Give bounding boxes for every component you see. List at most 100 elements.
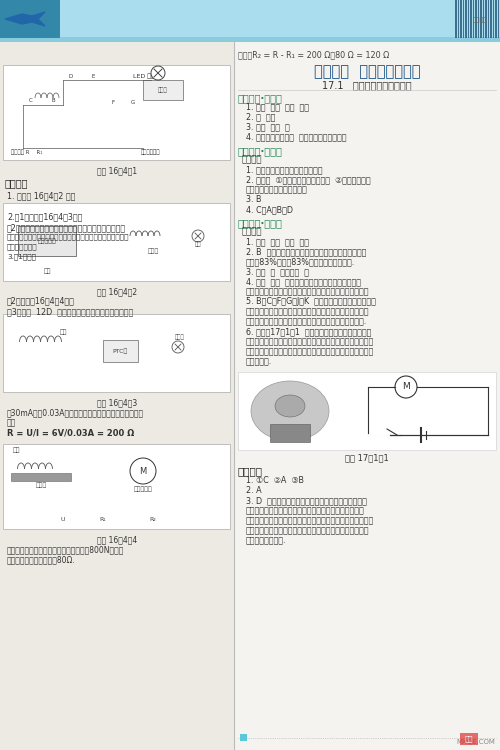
Text: R₂: R₂ [150,517,156,522]
Text: 2.（1）如答图16－4－3所示: 2.（1）如答图16－4－3所示 [7,212,82,221]
Text: 2. B  解析：电动机工作主要是将电能转化为机械能，: 2. B 解析：电动机工作主要是将电能转化为机械能， [246,247,366,256]
Bar [3,65,230,160]
Text: 光敏电阻 R    R₁: 光敏电阻 R R₁ [11,149,42,155]
Text: 能力展示: 能力展示 [238,466,263,476]
Bar [240,734,247,741]
Text: 4. 电流  路体  解析：电动机发生故障的原因很多，: 4. 电流 路体 解析：电动机发生故障的原因很多， [246,277,361,286]
Polygon shape [5,12,45,26]
Bar [3,444,230,529]
Text: 效率为83%，就是83%的电能转化为机械能.: 效率为83%，就是83%的电能转化为机械能. [246,257,355,266]
Text: D: D [69,74,73,80]
Bar [3,314,230,392]
Text: 以而保护电动机及改变其转速，因此滑滑变变阻器与电动机之: 以而保护电动机及改变其转速，因此滑滑变变阻器与电动机之 [246,347,374,356]
Text: 3. D  解析：改变电流强度及改变磁场强度，只能改变: 3. D 解析：改变电流强度及改变磁场强度，只能改变 [246,496,367,506]
Bar [103,340,138,362]
Circle shape [130,458,156,484]
Text: 太阳能电池板: 太阳能电池板 [141,149,161,155]
Text: 阻为: 阻为 [7,418,16,427]
Bar [143,80,183,100]
Text: 答图 16－4－4: 答图 16－4－4 [97,535,137,544]
Text: 答图 17－1－1: 答图 17－1－1 [345,453,389,462]
Text: 第十七章  电动机与发电机: 第十七章 电动机与发电机 [314,64,420,79]
Text: 方向有关，改变这两个因素中的任何一个因素改变时，电动机: 方向有关，改变这两个因素中的任何一个因素改变时，电动机 [246,517,374,526]
Text: 3. 磁体  力  运动状态  力: 3. 磁体 力 运动状态 力 [246,267,309,276]
Text: 1. 转子  定子  线圈  磁体: 1. 转子 定子 线圈 磁体 [246,103,309,112]
Text: E: E [92,74,94,80]
Text: C: C [29,98,33,103]
Text: 2. 电  机械: 2. 电 机械 [246,112,276,122]
Bar [234,42,500,750]
Text: 的转动方向就会随之改变；若同时改变这两个因素，转速的: 的转动方向就会随之改变；若同时改变这两个因素，转速的 [246,526,370,536]
Text: （3）增强  12D  解析：电磁道道器电路中的电流大小: （3）增强 12D 解析：电磁道道器电路中的电流大小 [7,307,133,316]
Text: 电源: 电源 [13,448,20,453]
Bar [238,372,496,450]
Text: 3. B: 3. B [246,195,262,204]
Bar [0,37,500,42]
Text: 答图 16－4－3: 答图 16－4－3 [97,398,137,407]
Text: 可能是电源与接线接触不良导致无电流通过，电动机就往往: 可能是电源与接线接触不良导致无电流通过，电动机就往往 [246,287,370,296]
Text: 导轨: 导轨 [60,329,67,335]
Bar [270,424,310,442]
Bar [468,0,469,38]
Text: 17.1   关于电动机转动的猜想: 17.1 关于电动机转动的猜想 [322,80,412,90]
Bar [0,42,234,750]
Bar [498,0,499,38]
Bar [475,0,476,38]
Text: 合作探究·新课堂: 合作探究·新课堂 [238,146,283,156]
Text: 课堂练习: 课堂练习 [242,155,262,164]
Text: 课时达标: 课时达标 [242,228,262,237]
Text: 4. 转子上的一组线圈  一组线圈中的一个线圈: 4. 转子上的一组线圈 一组线圈中的一个线圈 [246,133,346,142]
Bar [458,0,459,38]
Text: M: M [402,382,410,392]
Text: 答图 16－4－1: 答图 16－4－1 [97,166,137,175]
Text: 1. 如答图 16－4－2 所示: 1. 如答图 16－4－2 所示 [7,191,75,200]
Bar [488,0,489,38]
Ellipse shape [275,395,305,417]
Text: 由回路中的图象可知，蜂鸣承受的压力为800N时，压: 由回路中的图象可知，蜂鸣承受的压力为800N时，压 [7,545,124,554]
Text: 电源: 电源 [195,242,201,247]
Text: U: U [61,517,65,522]
Text: 电动机转动的速度；电动机转动的方向与磁场方向和电流: 电动机转动的速度；电动机转动的方向与磁场方向和电流 [246,506,365,515]
Circle shape [395,376,417,398]
Text: 4. C、A、B、D: 4. C、A、B、D [246,205,293,214]
Text: 答图 16－4－2: 答图 16－4－2 [97,287,137,296]
Text: 敏电阻，对应的图值约为80Ω.: 敏电阻，对应的图值约为80Ω. [7,555,76,564]
Text: 压力传感器: 压力传感器 [38,238,56,244]
Text: 自主预习·新发现: 自主预习·新发现 [238,93,283,103]
Text: 转动方向不会改变.: 转动方向不会改变. [246,536,286,545]
Bar [460,0,462,38]
Circle shape [172,341,184,353]
Bar [480,0,482,38]
Text: 的磁场力方向与电流方向有关: 的磁场力方向与电流方向有关 [246,185,308,194]
Text: 注时，R₂ = R - R₁ = 200 Ω－80 Ω = 120 Ω: 注时，R₂ = R - R₁ = 200 Ω－80 Ω = 120 Ω [238,50,389,59]
Text: R = U/I = 6V/0.03A = 200 Ω: R = U/I = 6V/0.03A = 200 Ω [7,428,134,437]
Text: LED 路灯: LED 路灯 [133,73,155,79]
Bar [462,0,464,38]
Text: 2. A: 2. A [246,487,262,496]
Circle shape [151,66,165,80]
Text: PTC元: PTC元 [112,348,128,354]
Text: 电源: 电源 [44,268,51,274]
Text: B: B [51,98,55,103]
Ellipse shape [251,381,329,441]
Bar [472,0,474,38]
Text: （2）控制电路的电池长时间工作，电流会减小、磁性减: （2）控制电路的电池长时间工作，电流会减小、磁性减 [7,223,126,232]
Text: MXQE.COM: MXQE.COM [456,739,495,745]
Text: 3.（1）减少: 3.（1）减少 [7,253,36,260]
Bar [492,0,494,38]
Bar [490,0,492,38]
Bar [0,0,500,38]
Text: 6. 见答图17－1－1  解析：要想电动机正常工作，必: 6. 见答图17－1－1 解析：要想电动机正常工作，必 [246,327,372,336]
Bar [478,0,479,38]
Text: （2）如答图16－4－4所示: （2）如答图16－4－4所示 [7,296,75,305]
Text: 电磁铁: 电磁铁 [148,248,158,254]
Text: 2. 奥斯特  ①通电导体周围存在磁场  ②通电导体周围: 2. 奥斯特 ①通电导体周围存在磁场 ②通电导体周围 [246,175,370,184]
Text: 巩固提高·新空间: 巩固提高·新空间 [238,218,283,228]
Bar [482,0,484,38]
Text: 答题: 答题 [465,736,473,742]
Text: 许多家用电器里也有电动机，如电风扇、电脑、洗衣机等.: 许多家用电器里也有电动机，如电风扇、电脑、洗衣机等. [246,317,367,326]
Bar [11,473,71,481]
Text: 示示灯: 示示灯 [175,334,185,340]
Text: 3. 电流  磁场  力: 3. 电流 磁场 力 [246,123,290,132]
Text: 应用十分广泛，如电车、电风扇，以及剃须机、起重机等，: 应用十分广泛，如电车、电风扇，以及剃须机、起重机等， [246,307,370,316]
